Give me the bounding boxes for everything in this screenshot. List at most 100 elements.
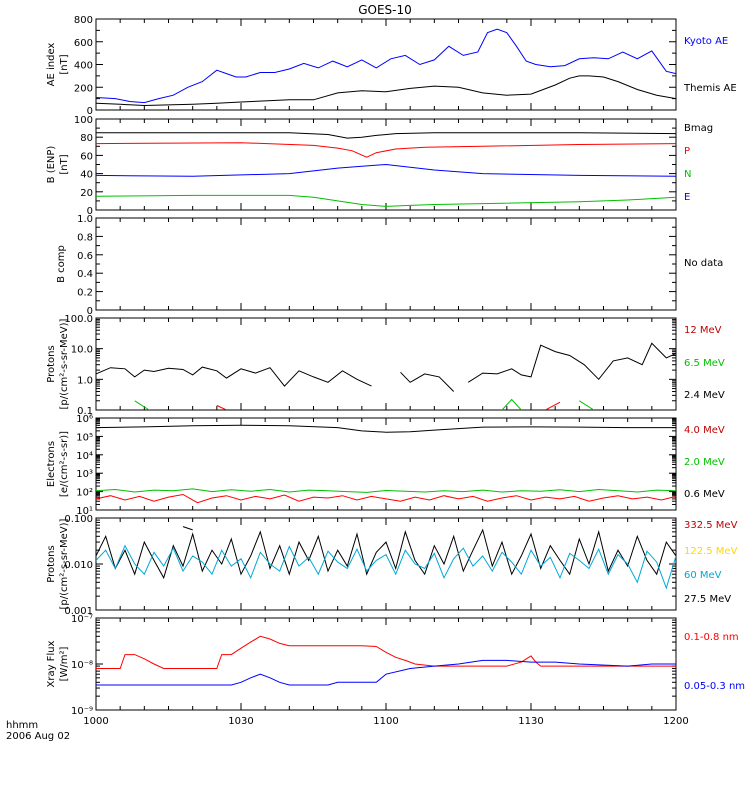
y-tick-label: 600	[74, 38, 93, 49]
legend-entry: 6.5 MeV	[684, 358, 725, 369]
y-tick-label: 10⁻⁷	[71, 614, 93, 625]
y-tick-label: 10¹	[76, 506, 93, 517]
series-line	[96, 75, 676, 107]
y-tick-label: 0.100	[64, 514, 93, 525]
legend-entry: 2.0 MeV	[684, 457, 725, 468]
legend-entry: Kyoto AE	[684, 36, 728, 47]
legend-entry: 0.1-0.8 nm	[684, 632, 739, 643]
legend-entry: 27.5 MeV	[684, 594, 731, 605]
y-tick-label: 0.2	[77, 288, 93, 299]
y-axis-label: [nT]	[59, 154, 70, 174]
y-tick-label: 10³	[76, 469, 93, 480]
y-tick-label: 0.010	[64, 560, 93, 571]
y-tick-label: 20	[80, 188, 93, 199]
series-line	[96, 635, 676, 669]
y-tick-label: 60	[80, 151, 93, 162]
y-axis-label: Electrons	[46, 441, 57, 487]
x-tick-label: 1100	[373, 716, 398, 727]
plot-title: GOES-10	[358, 3, 412, 17]
series-line	[96, 424, 676, 433]
footer-time-label: hhmm	[6, 720, 38, 731]
legend-entry: N	[684, 169, 691, 180]
legend-entry: E	[684, 192, 690, 203]
footer-date-label: 2006 Aug 02	[6, 731, 70, 742]
y-tick-label: 0.8	[77, 232, 93, 243]
legend-entry: P	[684, 146, 690, 157]
panel-protons_lo: 0.001 0.010 0.100 Protons [p/(cm²-s-sr-MeV)]	[46, 514, 677, 617]
legend-entry: 2.4 MeV	[684, 390, 725, 401]
y-tick-label: 400	[74, 61, 93, 72]
panel-protons_hi: 0.1 1.0 10.0 100.0 Protons [p/(cm²-s-sr-MeV)]	[46, 314, 677, 417]
y-tick-label: 200	[74, 83, 93, 94]
y-axis-label: Xray Flux	[46, 640, 57, 687]
legend-entry: 4.0 MeV	[684, 425, 725, 436]
legend-entry: No data	[684, 258, 723, 269]
series-line	[182, 526, 193, 531]
y-tick-label: 0	[87, 106, 93, 117]
y-tick-label: 0.6	[77, 251, 93, 262]
y-tick-label: 1.0	[77, 375, 93, 386]
legend-entry: 60 MeV	[684, 570, 722, 581]
legend-entry: 0.05-0.3 nm	[684, 681, 745, 692]
panel-frame	[95, 317, 677, 411]
series-line	[400, 371, 455, 392]
y-tick-label: 10.0	[71, 345, 93, 356]
series-line	[96, 132, 676, 139]
y-axis-label: [nT]	[59, 54, 70, 74]
y-tick-label: 100	[74, 115, 93, 126]
y-tick-label: 10⁻⁸	[71, 660, 93, 671]
y-tick-label: 10⁵	[76, 432, 93, 443]
x-tick-label: 1000	[83, 716, 108, 727]
y-tick-label: 800	[74, 15, 93, 26]
panel-xray: 10⁻⁹ 10⁻⁸ 10⁻⁷ Xray Flux [W/m²]	[46, 614, 677, 717]
y-axis-label: B (ENP)	[46, 146, 57, 184]
y-tick-label: 0	[87, 306, 93, 317]
y-axis-label: [p/(cm²-s-sr-MeV)]	[59, 318, 70, 409]
y-axis-label: [e/(cm²-s-sr)]	[59, 431, 70, 497]
series-line	[579, 400, 595, 410]
x-tick-label: 1030	[228, 716, 253, 727]
panel-bfield: 0 20 40 60 80 100 B (ENP) [nT]	[46, 115, 677, 217]
series-line	[216, 405, 227, 410]
panel-frame	[95, 18, 677, 111]
x-tick-label: 1200	[663, 716, 688, 727]
y-axis-label: B comp	[56, 245, 67, 283]
series-line	[501, 398, 522, 410]
legend-entry: 0.6 MeV	[684, 489, 725, 500]
y-axis-label: AE index	[46, 43, 57, 87]
panel-bcomp: 0 0.2 0.4 0.6 0.8 1.0 B comp	[56, 214, 677, 317]
panel-ae: 0 200 400 600 800 AE index [nT]	[46, 15, 677, 117]
y-tick-label: 0.1	[77, 406, 93, 417]
series-line	[96, 28, 676, 104]
legend-entry: Bmag	[684, 123, 713, 134]
y-tick-label: 100.0	[64, 314, 93, 325]
legend-entry: 122.5 MeV	[684, 546, 738, 557]
y-tick-label: 0	[87, 206, 93, 217]
series-line	[96, 528, 676, 580]
legend-entry: Themis AE	[683, 83, 737, 94]
series-line	[96, 163, 676, 177]
y-tick-label: 1.0	[77, 214, 93, 225]
y-tick-label: 10⁶	[76, 414, 93, 425]
y-tick-label: 0.001	[64, 606, 93, 617]
legend-entry: 332.5 MeV	[684, 520, 738, 531]
series-line	[96, 488, 676, 493]
y-axis-label: Protons	[46, 545, 57, 582]
series-line	[96, 366, 372, 387]
y-tick-label: 10²	[76, 488, 93, 499]
panel-electrons: 10¹ 10² 10³ 10⁴ 10⁵ 10⁶ Electrons [e/(cm²-s-sr)…	[46, 414, 677, 517]
series-line	[134, 400, 150, 410]
y-axis-label: [p/(cm²-s-sr-MeV)]	[59, 518, 70, 609]
series-line	[467, 342, 676, 383]
x-tick-label: 1130	[518, 716, 543, 727]
y-tick-label: 10⁴	[76, 451, 93, 462]
y-tick-label: 0.4	[77, 269, 93, 280]
series-line	[96, 493, 676, 504]
y-tick-label: 10⁻⁹	[71, 706, 93, 717]
series-line	[96, 142, 676, 158]
y-axis-label: Protons	[46, 345, 57, 382]
panel-frame	[95, 217, 677, 311]
series-line	[96, 659, 676, 686]
y-tick-label: 80	[80, 133, 93, 144]
